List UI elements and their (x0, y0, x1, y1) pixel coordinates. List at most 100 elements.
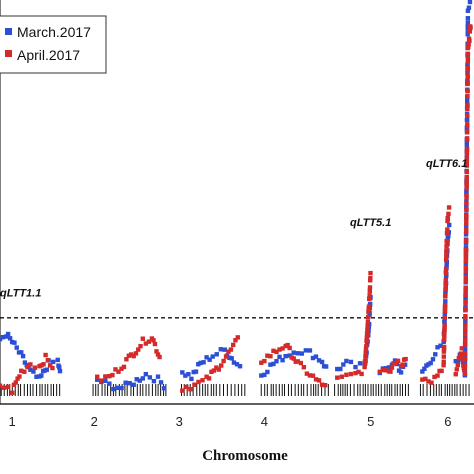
data-point (143, 371, 149, 377)
data-point (20, 353, 26, 359)
data-point (158, 380, 164, 385)
data-point (465, 62, 470, 67)
data-point (196, 379, 201, 385)
data-point (435, 345, 440, 350)
data-point (277, 347, 282, 352)
data-point (22, 360, 28, 365)
data-point (442, 303, 448, 308)
series-april-2017 (0, 24, 473, 395)
chromosome-tick-1: 1 (9, 414, 16, 429)
data-point (344, 358, 349, 364)
data-point (207, 357, 212, 362)
data-point (464, 193, 469, 198)
data-point (462, 362, 468, 368)
data-point (464, 214, 469, 220)
data-point (465, 113, 470, 118)
data-point (463, 323, 468, 328)
data-point (462, 346, 468, 351)
data-point (265, 369, 270, 375)
data-point (464, 158, 470, 164)
data-point (380, 367, 386, 373)
data-point (16, 350, 22, 355)
data-point (465, 102, 470, 108)
data-point (463, 275, 469, 280)
data-point (7, 336, 13, 341)
data-point (50, 365, 55, 371)
legend-box (0, 15, 107, 74)
data-point (47, 363, 53, 368)
legend: March.2017 April.2017 (0, 15, 107, 74)
data-point (268, 362, 273, 367)
qtl-annotations: qLTT1.1 qLTT5.1 qLTT6.1 (0, 158, 467, 299)
data-point (463, 288, 468, 293)
data-point (444, 254, 449, 259)
data-point (368, 270, 373, 276)
data-point (467, 29, 473, 34)
data-point (446, 233, 451, 238)
data-point (465, 25, 471, 30)
data-point (463, 232, 469, 237)
qtl-label-qltt1-1: qLTT1.1 (0, 287, 41, 299)
data-point (464, 207, 469, 213)
data-point (291, 356, 296, 361)
data-point (442, 330, 447, 336)
data-point (463, 332, 468, 337)
data-point (366, 309, 371, 314)
data-point (57, 365, 62, 370)
data-point (462, 342, 468, 347)
data-point (464, 169, 470, 175)
data-point (442, 315, 447, 320)
data-point (441, 349, 447, 354)
data-point (152, 341, 158, 347)
data-point (444, 248, 449, 253)
data-point (137, 378, 142, 383)
data-point (442, 311, 448, 317)
data-point (462, 351, 468, 356)
data-point (119, 385, 124, 391)
data-point (186, 372, 191, 377)
data-point (50, 359, 56, 365)
data-point (429, 380, 434, 385)
data-point (464, 143, 470, 148)
data-point (446, 205, 452, 210)
data-point (115, 385, 120, 391)
data-point (442, 327, 447, 332)
data-point (357, 361, 363, 366)
data-point (183, 373, 188, 378)
data-point (367, 285, 373, 290)
data-point (127, 380, 132, 386)
data-point (464, 128, 470, 134)
data-point (22, 369, 27, 374)
marker-rug (0, 384, 470, 396)
data-point (226, 349, 231, 354)
data-point (218, 347, 223, 352)
data-point (155, 374, 161, 379)
data-point (367, 296, 372, 301)
data-point (443, 290, 448, 296)
data-point (32, 365, 38, 370)
data-point (459, 346, 465, 351)
data-point (422, 366, 427, 372)
data-point (366, 304, 372, 309)
legend-swatch-march (5, 28, 12, 35)
data-point (465, 8, 471, 13)
data-point (307, 373, 313, 378)
data-point (463, 247, 469, 252)
data-point (180, 370, 185, 375)
data-point (131, 353, 136, 359)
data-point (31, 369, 36, 374)
data-point (259, 360, 264, 365)
data-point (420, 377, 425, 382)
data-point (463, 250, 469, 256)
data-point (5, 331, 11, 337)
data-point (295, 359, 300, 364)
data-point (464, 174, 469, 180)
data-point (107, 373, 112, 379)
data-point (335, 375, 340, 380)
data-point (464, 136, 470, 141)
data-point (151, 378, 157, 384)
plot-area (0, 0, 474, 405)
data-point (465, 122, 470, 127)
data-point (161, 386, 167, 391)
data-point (463, 255, 469, 260)
